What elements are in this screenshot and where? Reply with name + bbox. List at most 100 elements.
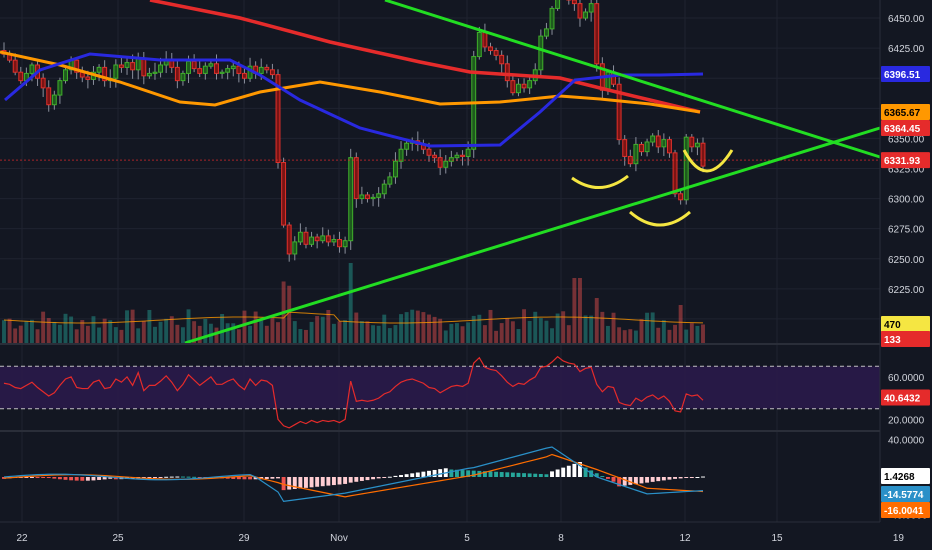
volume-bar (561, 311, 566, 343)
volume-bar (438, 318, 443, 343)
macd-histogram-bar (41, 477, 46, 478)
macd-signal-line (3, 453, 704, 498)
candle-body (650, 135, 656, 143)
macd-histogram-bar (578, 462, 582, 477)
macd-histogram-bar (544, 474, 549, 477)
volume-bar (583, 315, 588, 343)
candle-body (124, 62, 130, 68)
macd-histogram-bar (270, 477, 275, 479)
macd-histogram-bar (617, 477, 622, 487)
macd-histogram-bar (566, 465, 571, 477)
pane-separator[interactable] (0, 430, 880, 432)
price-tick-label: 6450.00 (888, 14, 925, 25)
candle-body (130, 62, 136, 71)
volume-bar (236, 329, 241, 343)
volume-bar (684, 329, 689, 343)
volume-bar (231, 323, 236, 343)
volume-bar (113, 327, 118, 343)
trendline-drawings (184, 0, 881, 345)
volume-bar (460, 326, 465, 343)
macd-histogram-bar (46, 477, 51, 479)
price-label-red-bg (881, 120, 930, 136)
candle-body (392, 160, 398, 178)
candle-body (102, 66, 108, 82)
candle-body (292, 241, 298, 255)
macd-histogram-bar (158, 477, 163, 478)
macd-histogram-bar (522, 473, 527, 477)
macd-histogram-bar (510, 472, 515, 477)
macd-histogram-bar (85, 477, 90, 481)
volume-bar (477, 314, 482, 343)
time-tick-label: 29 (238, 533, 250, 544)
candle-body (543, 28, 549, 37)
candle-body (577, 3, 583, 19)
volume-bar (287, 285, 292, 343)
volume-bar (499, 323, 504, 343)
volume-bar (292, 321, 297, 343)
pane-separator[interactable] (0, 343, 880, 345)
volume-bar (471, 315, 476, 343)
volume-label-current: 133 (884, 335, 901, 346)
candle-body (588, 3, 594, 13)
macd-histogram-bar (287, 477, 292, 490)
macd-histogram-bar (169, 476, 174, 478)
volume-bar (24, 321, 29, 343)
macd-histogram-bar (315, 477, 320, 487)
macd-histogram-bar (471, 470, 476, 477)
candle-body (622, 139, 628, 157)
volume-bar (46, 318, 51, 343)
price-label-orange-bg (881, 104, 930, 120)
macd-histogram-bar (292, 477, 297, 489)
volume-bar (52, 321, 57, 343)
macd-histogram-bar (622, 477, 627, 486)
volume-bar (80, 320, 85, 343)
macd-histogram-bar (91, 477, 96, 481)
candle-body (493, 50, 499, 56)
candle-body (337, 238, 342, 248)
macd-histogram-bar (309, 477, 314, 488)
macd-histogram-bar (376, 477, 381, 479)
volume-bar (510, 321, 515, 343)
macd-histogram-bar (365, 477, 370, 481)
volume-bar (522, 309, 527, 343)
volume-bar (147, 309, 152, 343)
macd-histogram-bar (354, 477, 359, 482)
volume-bar (550, 328, 554, 343)
candle-body (387, 176, 393, 185)
macd-histogram-bar (348, 477, 353, 483)
volume-bar (371, 325, 376, 343)
macd-histogram-bar (113, 477, 118, 480)
volume-bar (359, 321, 364, 343)
ma-red-line (149, 0, 701, 114)
macd-histogram-bar (153, 477, 157, 478)
candle-body (404, 142, 410, 150)
volume-bar (180, 327, 185, 343)
macd-histogram-bar (276, 477, 280, 479)
candle-body (571, 0, 577, 5)
macd-histogram-bar (689, 477, 694, 478)
candle-body (314, 236, 320, 242)
macd-histogram-bar (645, 477, 650, 483)
volume-bar (186, 309, 191, 343)
price-axis-labels: 6396.51 6365.67 6364.45 6331.93 470 133 40.643… (881, 66, 930, 518)
macd-histogram-bar (494, 471, 499, 477)
price-axis[interactable] (880, 0, 932, 522)
candle-body (303, 231, 309, 245)
volume-bar (673, 324, 677, 343)
candle-body (113, 64, 119, 79)
volume-bar (600, 311, 605, 343)
macd-histogram-bar (264, 477, 269, 479)
volume-bar (315, 316, 320, 343)
candle-body (146, 72, 152, 77)
candle-body (46, 87, 52, 106)
volume-bar (97, 327, 102, 343)
time-axis[interactable] (0, 522, 932, 550)
candle-body (12, 59, 18, 73)
volume-bar (214, 327, 219, 343)
volume-bar (639, 319, 644, 343)
candle-body (370, 196, 376, 200)
candle-body (672, 152, 678, 195)
candle-body (683, 136, 689, 201)
volume-bar (505, 318, 510, 343)
